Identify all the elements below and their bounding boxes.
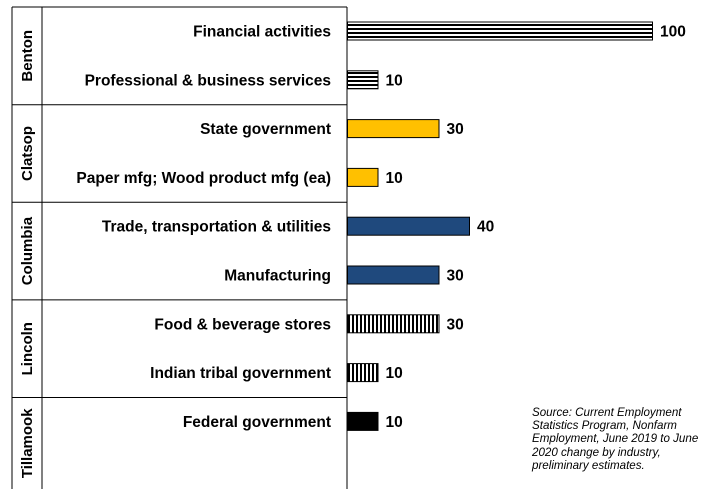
- bar-professional-business-services: [347, 70, 379, 90]
- value-label-food-beverage-stores: 30: [447, 316, 464, 333]
- group-label-columbia: Columbia: [19, 216, 36, 285]
- category-label-food-beverage-stores: Food & beverage stores: [154, 316, 331, 333]
- source-note: Source: Current Employment Statistics Pr…: [532, 406, 699, 472]
- category-label-state-government: State government: [200, 121, 331, 138]
- bar-trade-transportation-utilities: [347, 216, 470, 236]
- value-label-state-government: 30: [447, 121, 464, 138]
- group-label-clatsop: Clatsop: [19, 126, 36, 181]
- group-label-benton: Benton: [19, 30, 36, 82]
- group-label-lincoln: Lincoln: [19, 322, 36, 375]
- category-label-professional-business-services: Professional & business services: [85, 72, 331, 89]
- bar-food-beverage-stores: [347, 314, 440, 334]
- bar-manufacturing: [347, 265, 440, 285]
- category-label-manufacturing: Manufacturing: [224, 268, 331, 285]
- value-label-trade-transportation-utilities: 40: [477, 219, 494, 236]
- bar-indian-tribal-government: [347, 363, 379, 383]
- category-label-indian-tribal-government: Indian tribal government: [150, 365, 331, 382]
- bar-state-government: [347, 119, 440, 139]
- category-label-paper-mfg-wood-product-mfg-ea: Paper mfg; Wood product mfg (ea): [76, 170, 331, 187]
- category-label-financial-activities: Financial activities: [193, 24, 331, 41]
- bar-paper-mfg-wood-product-mfg-ea: [347, 167, 379, 187]
- value-label-federal-government: 10: [386, 414, 403, 431]
- value-label-manufacturing: 30: [447, 268, 464, 285]
- value-label-paper-mfg-wood-product-mfg-ea: 10: [386, 170, 403, 187]
- category-label-federal-government: Federal government: [183, 414, 331, 431]
- category-label-trade-transportation-utilities: Trade, transportation & utilities: [102, 219, 331, 236]
- group-label-tillamook: Tillamook: [19, 408, 36, 478]
- value-label-financial-activities: 100: [660, 24, 686, 41]
- chart-marks: Financial activities 100 Professional & bu…: [19, 21, 686, 478]
- bar-federal-government: [347, 411, 379, 431]
- value-label-indian-tribal-government: 10: [386, 365, 403, 382]
- value-label-professional-business-services: 10: [386, 72, 403, 89]
- bar-financial-activities: [347, 21, 653, 41]
